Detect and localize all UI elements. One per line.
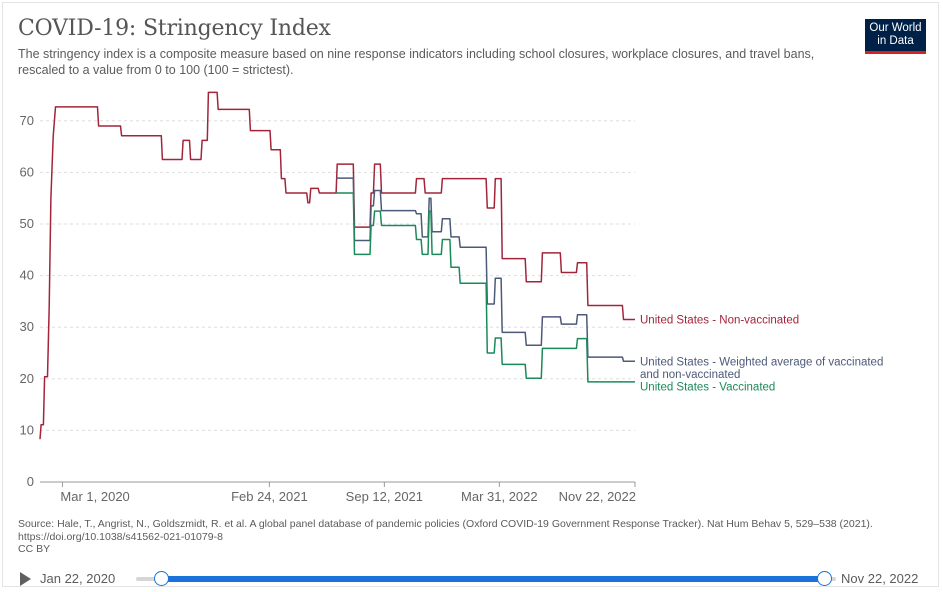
series-end-label-1: United States - Non-vaccinated	[640, 314, 799, 326]
series-end-label-line: United States - Weighted average of vacc…	[640, 356, 883, 368]
x-tick-label: Mar 1, 2020	[60, 489, 129, 504]
y-tick-label: 0	[27, 474, 34, 489]
y-tick-label: 70	[20, 113, 34, 128]
series-end-label-line: United States - Vaccinated	[640, 381, 775, 393]
timeline-end-label: Nov 22, 2022	[841, 571, 919, 586]
chart-title: COVID-19: Stringency Index	[18, 16, 331, 41]
timeline-control: Jan 22, 2020 Nov 22, 2022	[18, 568, 928, 592]
grid-layer: 0 10 20 30 40 50 60 70 Mar 1, 2020 Feb 24, 2021 Se…	[20, 113, 636, 504]
x-tick-label: Mar 31, 2022	[461, 489, 538, 504]
timeline-end-handle[interactable]	[817, 571, 832, 586]
timeline-selected-range[interactable]	[161, 576, 825, 582]
y-tick-label: 30	[20, 319, 34, 334]
series-end-label-2: United States - Weighted average of vacc…	[640, 356, 883, 381]
label-layer: United States - Non-vaccinated United Sta…	[640, 314, 883, 393]
x-tick-label: Feb 24, 2021	[231, 489, 308, 504]
series-end-label-3: United States - Vaccinated	[640, 381, 775, 393]
source-text: Source: Hale, T., Angrist, N., Goldszmid…	[18, 518, 873, 543]
source-note: Source: Hale, T., Angrist, N., Goldszmid…	[18, 518, 898, 556]
stringency-line-chart: 0 10 20 30 40 50 60 70 Mar 1, 2020 Feb 24, 2021 Se…	[20, 91, 883, 504]
owid-logo[interactable]: Our World in Data	[865, 19, 926, 54]
y-tick-label: 10	[20, 422, 34, 437]
series-layer	[39, 91, 635, 440]
series-end-label-line: and non-vaccinated	[640, 369, 740, 381]
series-end-label-line: United States - Non-vaccinated	[640, 314, 799, 326]
series-line-2	[336, 177, 635, 363]
license-text: CC BY	[18, 543, 51, 555]
play-icon[interactable]	[20, 572, 31, 586]
timeline-start-handle[interactable]	[154, 571, 169, 586]
logo-line-2: in Data	[877, 35, 914, 47]
series-line-3	[336, 192, 635, 383]
timeline-start-label: Jan 22, 2020	[40, 571, 116, 586]
y-tick-label: 40	[20, 268, 34, 283]
y-tick-label: 20	[20, 371, 34, 386]
x-tick-label: Sep 12, 2021	[346, 489, 423, 504]
y-tick-label: 50	[20, 216, 34, 231]
y-tick-label: 60	[20, 164, 34, 179]
series-line-1	[39, 91, 635, 440]
chart-subtitle: The stringency index is a composite meas…	[18, 47, 815, 77]
logo-line-1: Our World	[869, 22, 922, 34]
x-tick-label: Nov 22, 2022	[559, 489, 636, 504]
